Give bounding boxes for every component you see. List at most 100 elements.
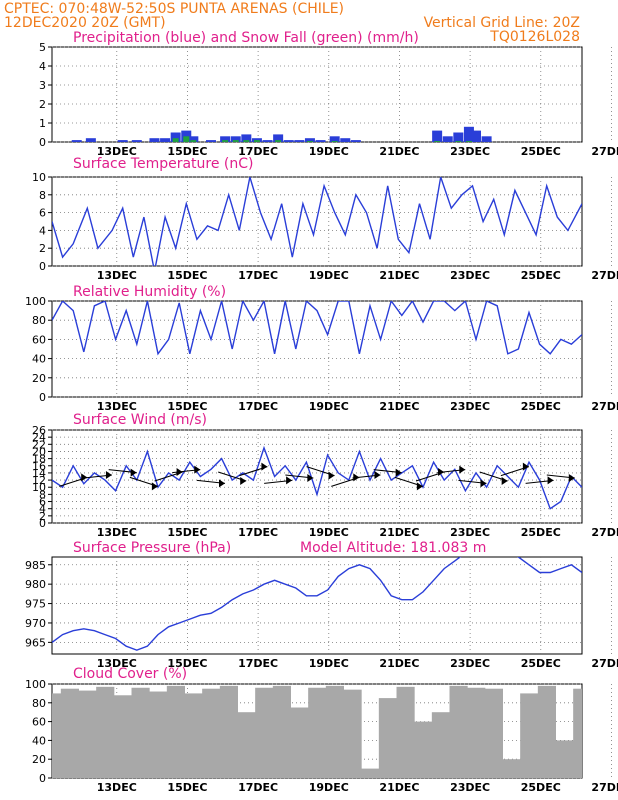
y-tick-label: 40 bbox=[32, 734, 46, 747]
precip-bar bbox=[463, 126, 474, 142]
x-tick-label: 21DEC bbox=[379, 526, 419, 539]
wind-arrow-head bbox=[105, 471, 112, 479]
precip-bar bbox=[188, 136, 199, 142]
x-tick-label: 15DEC bbox=[167, 781, 207, 794]
cloud-bar bbox=[520, 693, 539, 778]
y-tick-label: 100 bbox=[25, 678, 46, 691]
plot-area bbox=[52, 301, 582, 356]
y-tick-label: 975 bbox=[25, 598, 46, 611]
panel-title: Precipitation (blue) and Snow Fall (gree… bbox=[73, 30, 419, 46]
cloud-bar bbox=[166, 685, 185, 778]
cloud-bar bbox=[378, 698, 397, 778]
x-tick-label: 21DEC bbox=[379, 781, 419, 794]
x-tick-label: 17DEC bbox=[238, 657, 278, 670]
snow-bar bbox=[253, 140, 260, 142]
precip-bar bbox=[273, 134, 284, 142]
y-tick-label: 60 bbox=[32, 716, 46, 729]
cloud-bar bbox=[343, 689, 362, 778]
cloud-bar bbox=[484, 688, 503, 778]
cloud-bar bbox=[573, 688, 582, 778]
snow-bar bbox=[434, 141, 441, 142]
y-tick-label: 22 bbox=[32, 438, 46, 451]
header-station: CPTEC: 070:48W-52:50S PUNTA ARENAS (CHIL… bbox=[4, 1, 344, 17]
plot-area bbox=[52, 557, 582, 651]
cloud-bar bbox=[502, 759, 521, 778]
y-tick-label: 0 bbox=[39, 772, 46, 785]
x-tick-label: 25DEC bbox=[521, 269, 561, 282]
wind-arrow-head bbox=[286, 476, 293, 485]
y-tick-label: 4 bbox=[39, 503, 46, 516]
wind-arrow-head bbox=[240, 477, 247, 485]
cloud-bar bbox=[290, 707, 309, 778]
wind-arrow-head bbox=[501, 477, 508, 485]
y-tick-label: 965 bbox=[25, 636, 46, 649]
header-date: 12DEC2020 20Z (GMT) bbox=[4, 15, 166, 31]
precip-bar bbox=[453, 132, 464, 142]
cloud-bar bbox=[60, 688, 79, 778]
y-tick-label: 5 bbox=[39, 41, 46, 54]
series-line bbox=[52, 177, 582, 266]
panel-title: Cloud Cover (%) bbox=[73, 666, 187, 682]
cloud-bar bbox=[308, 687, 327, 778]
precip-bar bbox=[160, 138, 171, 142]
x-tick-label: 19DEC bbox=[309, 657, 349, 670]
y-tick-label: 2 bbox=[39, 98, 46, 111]
panel-5: 13DEC 15DEC 17DEC 19DEC 21DEC 23DEC 25DEC 27DEC… bbox=[25, 540, 618, 670]
x-tick-label: 23DEC bbox=[450, 145, 490, 158]
panel-1: 13DEC 15DEC 17DEC 19DEC 21DEC 23DEC 25DEC 27DEC… bbox=[39, 30, 618, 158]
precip-bar bbox=[315, 140, 326, 142]
x-tick-label: 17DEC bbox=[238, 269, 278, 282]
y-tick-label: 4 bbox=[39, 60, 46, 73]
plot-frame bbox=[51, 46, 583, 143]
x-tick-label: 13DEC bbox=[97, 657, 137, 670]
cloud-bar bbox=[361, 768, 380, 778]
precip-bar bbox=[283, 140, 294, 142]
precip-bar bbox=[117, 140, 128, 142]
x-tick-label: 23DEC bbox=[450, 269, 490, 282]
precip-bar bbox=[442, 136, 453, 142]
precip-bar bbox=[206, 140, 216, 142]
cloud-bar bbox=[467, 687, 486, 778]
plot-area bbox=[52, 685, 582, 778]
x-tick-label: 25DEC bbox=[521, 781, 561, 794]
wind-arrow-head bbox=[194, 465, 201, 474]
x-tick-label: 17DEC bbox=[238, 145, 278, 158]
x-tick-label: 27DEC bbox=[591, 526, 618, 539]
y-tick-label: 80 bbox=[32, 314, 46, 327]
cloud-bar bbox=[555, 740, 574, 778]
y-tick-label: 80 bbox=[32, 697, 46, 710]
y-tick-label: 10 bbox=[32, 171, 46, 184]
series-line bbox=[52, 557, 582, 651]
precip-bar bbox=[340, 138, 351, 142]
header-model-id: TQ0126L028 bbox=[489, 29, 580, 45]
precip-bar bbox=[329, 136, 340, 142]
x-tick-label: 13DEC bbox=[97, 269, 137, 282]
y-tick-label: 12 bbox=[32, 474, 46, 487]
x-tick-label: 25DEC bbox=[521, 145, 561, 158]
snow-bar bbox=[232, 140, 239, 142]
wind-arrow-head bbox=[81, 473, 88, 482]
wind-arrow-head bbox=[219, 479, 225, 488]
series-line bbox=[52, 301, 582, 356]
precip-bar bbox=[170, 132, 181, 142]
y-tick-label: 2 bbox=[39, 510, 46, 523]
snow-bar bbox=[275, 140, 282, 142]
x-tick-label: 23DEC bbox=[450, 781, 490, 794]
snow-bar bbox=[190, 140, 197, 142]
y-tick-label: 18 bbox=[32, 453, 46, 466]
snow-bar bbox=[306, 141, 313, 142]
snow-bar bbox=[331, 141, 338, 142]
wind-arrow-head bbox=[328, 471, 335, 480]
wind-arrow-head bbox=[568, 474, 575, 482]
x-tick-label: 21DEC bbox=[379, 269, 419, 282]
x-tick-label: 17DEC bbox=[238, 400, 278, 413]
x-tick-label: 13DEC bbox=[97, 400, 137, 413]
y-tick-label: 0 bbox=[39, 136, 46, 149]
snow-bar bbox=[465, 141, 472, 142]
panel-4: 13DEC 15DEC 17DEC 19DEC 21DEC 23DEC 25DEC 27DEC… bbox=[32, 412, 618, 539]
x-tick-label: 19DEC bbox=[309, 145, 349, 158]
precip-bar bbox=[304, 138, 315, 142]
plot-area bbox=[71, 126, 492, 142]
x-tick-label: 27DEC bbox=[591, 400, 618, 413]
panel-title: Surface Temperature (nC) bbox=[73, 156, 254, 172]
